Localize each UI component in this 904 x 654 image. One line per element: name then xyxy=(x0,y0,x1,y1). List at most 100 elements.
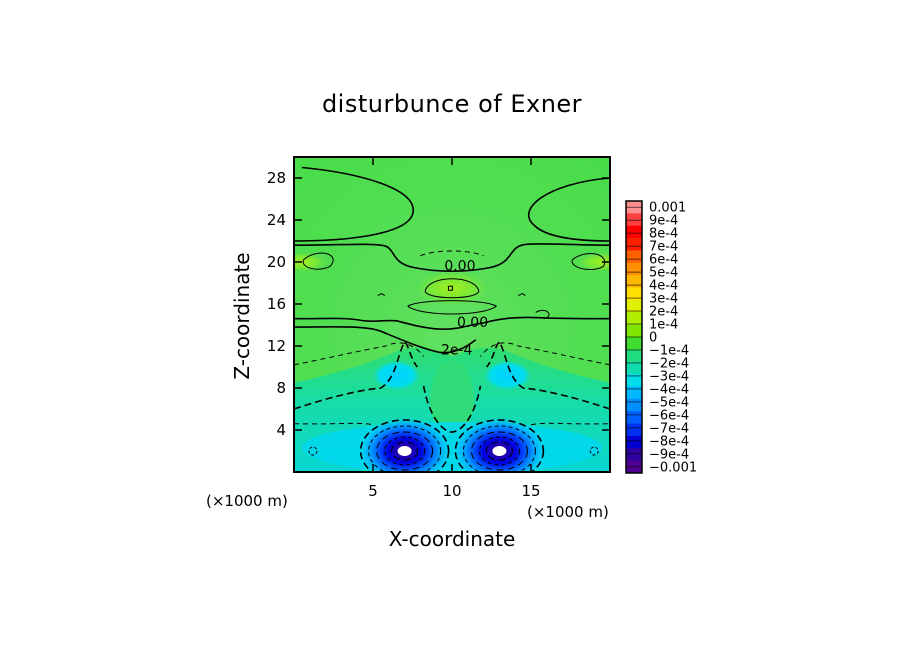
colorbar-swatch xyxy=(626,225,642,239)
colorbar-label: −6e-4 xyxy=(649,408,689,423)
contour-small-circle xyxy=(308,446,318,456)
field-negative-core xyxy=(358,417,451,472)
colorbar-swatch xyxy=(626,374,642,387)
colorbar-label: 2e-4 xyxy=(649,305,678,320)
colorbar-swatch xyxy=(626,299,642,313)
colorbar-label: 1e-4 xyxy=(649,318,678,333)
y-tick-label: 12 xyxy=(267,337,286,355)
contour-lines xyxy=(294,166,610,472)
colorbar-swatch xyxy=(626,312,642,326)
chart-title: disturbunce of Exner xyxy=(322,90,582,118)
contour-label: 0.00 xyxy=(444,258,475,274)
x-axis-ticks: 5 10 15 xyxy=(368,157,541,500)
y-axis-ticks: 4 8 12 16 20 24 28 xyxy=(267,169,610,439)
contour-ring xyxy=(391,441,419,461)
y-axis-label: Z-coordinate xyxy=(230,252,254,379)
contour-line xyxy=(294,243,610,272)
contour-dot xyxy=(447,285,453,291)
colorbar-label: −0.001 xyxy=(649,460,697,475)
contour-line xyxy=(294,342,424,366)
colorbar: 0.0019e-48e-47e-46e-45e-44e-43e-42e-41e-… xyxy=(625,200,697,475)
colorbar-swatch xyxy=(626,275,642,289)
colorbar-label: −5e-4 xyxy=(649,395,689,410)
colorbar-swatch xyxy=(626,435,642,449)
colorbar-label: −4e-4 xyxy=(649,382,689,397)
colorbar-swatch xyxy=(626,213,642,227)
contour-line xyxy=(422,385,482,433)
contour-small-circle xyxy=(589,446,599,456)
contour-line xyxy=(528,177,610,242)
field-mid-low xyxy=(372,360,421,391)
contour-ring xyxy=(485,441,513,461)
contour-line xyxy=(571,252,606,270)
contour-line xyxy=(407,300,498,315)
field-core-peak xyxy=(492,446,507,456)
field-negative-core xyxy=(453,417,546,472)
contour-line xyxy=(424,278,480,299)
colorbar-label: −8e-4 xyxy=(649,434,689,449)
colorbar-swatch xyxy=(626,238,642,251)
contour-label: 2e-4 xyxy=(441,342,473,358)
contour-line xyxy=(480,342,610,366)
colorbar-swatch xyxy=(626,324,642,338)
contour-ring xyxy=(359,419,450,472)
colorbar-swatch xyxy=(626,448,642,462)
contour-ring xyxy=(478,436,520,466)
y-tick-label: 24 xyxy=(267,211,286,229)
colorbar-label: 8e-4 xyxy=(649,227,678,242)
colorbar-swatch xyxy=(626,423,642,437)
contour-line xyxy=(377,293,386,297)
y-tick-label: 20 xyxy=(267,253,286,271)
colorbar-label: 5e-4 xyxy=(649,266,678,281)
x-tick-label: 5 xyxy=(368,482,378,500)
contour-field xyxy=(294,157,610,472)
x-axis-label: X-coordinate xyxy=(389,527,516,551)
contour-labels: 0.00 0.00 2e-4 xyxy=(441,258,488,358)
contour-label: 0.00 xyxy=(457,315,488,331)
colorbar-label: 9e-4 xyxy=(649,214,678,229)
y-tick-label: 4 xyxy=(276,421,286,439)
y-tick-label: 16 xyxy=(267,295,286,313)
contour-line xyxy=(294,422,610,426)
colorbar-swatch xyxy=(626,287,642,301)
contour-ring xyxy=(470,431,528,471)
colorbar-label: −7e-4 xyxy=(649,421,689,436)
colorbar-swatch xyxy=(626,349,642,363)
x-tick-label: 10 xyxy=(442,482,461,500)
x-tick-label: 15 xyxy=(521,482,540,500)
colorbar-label: −3e-4 xyxy=(649,369,689,384)
field-center-tongue xyxy=(430,360,474,437)
x-axis-unit: (×1000 m) xyxy=(527,503,609,521)
y-axis-unit: (×1000 m) xyxy=(206,492,288,510)
colorbar-label: −1e-4 xyxy=(649,343,689,358)
colorbar-swatch xyxy=(626,337,642,350)
contour-line xyxy=(294,316,610,331)
colorbar-swatch xyxy=(626,250,642,264)
colorbar-swatch xyxy=(626,386,642,400)
colorbar-swatch xyxy=(626,361,642,375)
colorbar-swatch xyxy=(626,398,642,412)
contour-line xyxy=(518,293,526,297)
colorbar-label: 6e-4 xyxy=(649,253,678,268)
colorbar-label: 7e-4 xyxy=(649,240,678,255)
colorbar-swatch xyxy=(626,411,642,425)
contour-ring xyxy=(462,425,536,472)
contour-ring xyxy=(384,436,426,466)
colorbar-label: 0.001 xyxy=(649,201,686,216)
colorbar-label: 4e-4 xyxy=(649,279,678,294)
colorbar-swatch xyxy=(626,262,642,276)
contour-line xyxy=(294,325,477,354)
field-positive-center xyxy=(294,252,328,272)
contour-ring xyxy=(454,419,545,472)
colorbar-label: −9e-4 xyxy=(649,447,689,462)
contour-ring xyxy=(376,431,434,471)
colorbar-label: 0 xyxy=(649,331,657,346)
contour-line xyxy=(294,166,414,242)
field-mid-low xyxy=(483,360,532,391)
colorbar-label: 3e-4 xyxy=(649,292,678,307)
colorbar-label: −2e-4 xyxy=(649,356,689,371)
y-tick-label: 8 xyxy=(276,379,286,397)
contour-line xyxy=(302,252,334,270)
contour-ring xyxy=(368,425,442,472)
